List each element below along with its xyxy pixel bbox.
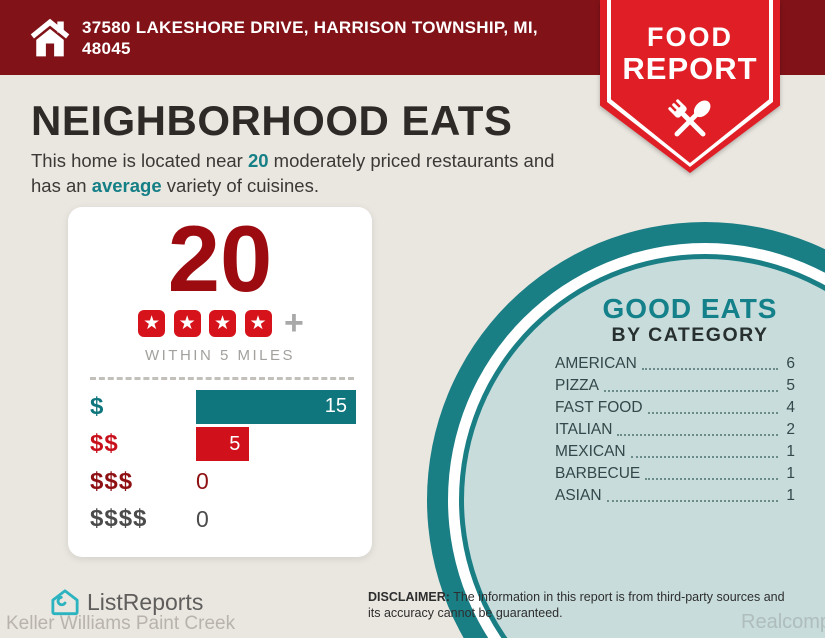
- star-icon: ★: [173, 310, 201, 337]
- bar: 5: [196, 427, 250, 462]
- bar: 0: [196, 465, 356, 499]
- ribbon-title-line2: REPORT: [622, 51, 758, 86]
- category-row-asian: ASIAN 1: [555, 487, 795, 505]
- house-icon: [30, 18, 70, 57]
- dotted-leader: [641, 368, 778, 370]
- ribbon-content: FOOD REPORT: [600, 0, 780, 173]
- category-name: ASIAN: [555, 487, 602, 504]
- bar-zone: 5: [196, 427, 356, 462]
- dotted-leader: [617, 434, 778, 436]
- bar-value: 0: [196, 468, 209, 495]
- price-tier-row: $$$ 0: [90, 463, 356, 501]
- dotted-leader: [630, 456, 778, 458]
- agent-name: Keller Williams Paint Creek: [6, 613, 236, 634]
- category-name: FAST FOOD: [555, 399, 643, 416]
- category-name: AMERICAN: [555, 355, 637, 372]
- category-row-barbecue: BARBECUE 1: [555, 465, 795, 483]
- category-list: AMERICAN 6 PIZZA 5 FAST FOOD 4 ITALIAN 2…: [555, 355, 795, 510]
- good-eats-title: GOOD EATS: [602, 293, 778, 324]
- price-tier-label: $: [90, 392, 105, 420]
- property-address: 37580 LAKESHORE DRIVE, HARRISON TOWNSHIP…: [82, 18, 538, 59]
- category-name: BARBECUE: [555, 465, 641, 482]
- star-icon: ★: [138, 310, 166, 337]
- disclaimer: DISCLAIMER: The information in this repo…: [368, 589, 796, 622]
- bar-zone: 0: [196, 502, 356, 536]
- star-icon: ★: [209, 310, 237, 337]
- listreports-logo-icon: [51, 589, 79, 616]
- variety-highlight: average: [91, 174, 162, 196]
- bar-value: 0: [196, 505, 209, 532]
- bar-value: 15: [324, 395, 347, 418]
- page-title: NEIGHBORHOOD EATS: [31, 97, 513, 144]
- bar-zone: 0: [196, 465, 356, 499]
- category-count: 1: [786, 443, 795, 460]
- page-subtitle: This home is located near 20 moderately …: [31, 149, 587, 198]
- category-name: PIZZA: [555, 377, 599, 394]
- category-count: 4: [786, 399, 795, 416]
- dotted-leader: [645, 478, 778, 480]
- category-count: 1: [786, 487, 795, 504]
- dotted-leader: [606, 500, 778, 502]
- category-row-mexican: MEXICAN 1: [555, 443, 795, 461]
- category-count: 5: [786, 377, 795, 394]
- bar: 0: [196, 502, 356, 536]
- ribbon-title-line1: FOOD: [647, 22, 733, 52]
- category-count: 6: [786, 355, 795, 372]
- restaurant-count-highlight: 20: [247, 150, 269, 171]
- bar-value: 5: [229, 432, 241, 455]
- bar-zone: 15: [196, 389, 356, 424]
- brand-name: ListReports: [87, 588, 204, 615]
- category-circle: [427, 222, 825, 638]
- price-tier-row: $$ 5: [90, 426, 356, 464]
- price-tier-row: $$$$ 0: [90, 501, 356, 539]
- price-tier-row: $ 15: [90, 388, 356, 426]
- listreports-brand: ListReports: [50, 588, 203, 616]
- realcomp-watermark: Realcomp: [741, 611, 825, 633]
- star-rating: ★ ★ ★ ★ +: [68, 304, 372, 342]
- category-row-american: AMERICAN 6: [555, 355, 795, 373]
- category-count: 1: [786, 465, 795, 482]
- dashed-divider: [90, 377, 354, 380]
- dotted-leader: [647, 412, 778, 414]
- by-category-subtitle: BY CATEGORY: [611, 324, 769, 346]
- restaurant-count: 20: [167, 206, 273, 311]
- bar: 15: [196, 389, 356, 424]
- category-name: MEXICAN: [555, 443, 626, 460]
- category-row-italian: ITALIAN 2: [555, 421, 795, 439]
- radius-label: WITHIN 5 MILES: [144, 347, 295, 364]
- price-tier-label: $$$: [90, 467, 134, 495]
- subtitle-text: This home is located near: [31, 150, 248, 171]
- category-row-pizza: PIZZA 5: [555, 377, 795, 395]
- category-name: ITALIAN: [555, 421, 613, 438]
- subtitle-text: variety of cuisines.: [161, 174, 319, 196]
- subtitle-text: moderately priced restaurants and has an: [31, 150, 555, 196]
- crossed-spoon-fork-icon: [668, 98, 711, 137]
- category-count: 2: [786, 421, 795, 438]
- plus-icon: +: [283, 304, 304, 342]
- price-tier-label: $$$$: [90, 505, 148, 533]
- star-icon: ★: [244, 310, 272, 337]
- restaurant-summary-card: 20 ★ ★ ★ ★ + WITHIN 5 MILES $ 15 $$: [68, 207, 372, 557]
- price-tier-bar-chart: $ 15 $$ 5 $$$ 0: [90, 388, 356, 538]
- disclaimer-label: DISCLAIMER:: [368, 590, 450, 604]
- price-tier-label: $$: [90, 430, 119, 458]
- food-report-ribbon: FOOD REPORT: [600, 0, 780, 173]
- disclaimer-text: The information in this report is from t…: [368, 590, 785, 621]
- dotted-leader: [603, 390, 778, 392]
- category-row-fast-food: FAST FOOD 4: [555, 399, 795, 417]
